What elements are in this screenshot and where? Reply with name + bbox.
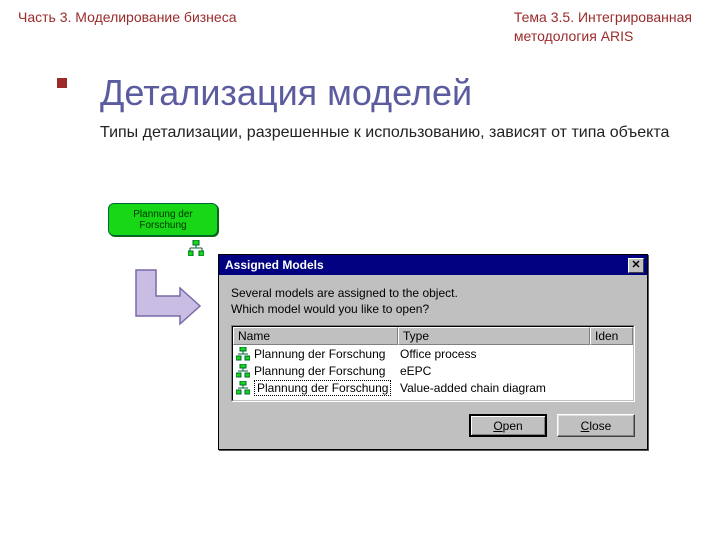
close-button[interactable]: Close [557,414,635,437]
assignment-icon [188,240,204,256]
row-name: Plannung der Forschung [254,364,385,378]
header-part: Часть 3. Моделирование бизнеса [18,8,236,46]
assigned-models-dialog: Assigned Models ✕ Several models are ass… [218,254,648,450]
dialog-message: Several models are assigned to the objec… [231,285,635,317]
dialog-titlebar[interactable]: Assigned Models ✕ [219,255,647,275]
col-iden[interactable]: Iden [590,327,633,345]
close-icon[interactable]: ✕ [628,258,644,273]
header-topic-line1: Тема 3.5. Интегрированная [514,9,692,25]
col-name[interactable]: Name [233,327,398,345]
dialog-message-line1: Several models are assigned to the objec… [231,286,458,300]
dialog-title: Assigned Models [225,258,324,272]
list-header: Name Type Iden [233,327,633,345]
row-name: Plannung der Forschung [254,380,391,396]
aris-function-object: Plannung der Forschung [108,203,218,236]
row-type: Value-added chain diagram [398,381,590,395]
page-subtitle: Типы детализации, разрешенные к использо… [0,124,720,142]
dialog-message-line2: Which model would you like to open? [231,302,429,316]
list-item[interactable]: Plannung der Forschung Value-added chain … [233,379,633,396]
list-item[interactable]: Plannung der Forschung eEPC [233,362,633,379]
open-button[interactable]: Open [469,414,547,437]
header-topic: Тема 3.5. Интегрированная методология AR… [514,8,692,46]
model-icon [236,381,250,395]
model-list[interactable]: Name Type Iden Plannung der Forschung Off… [231,325,635,402]
row-name: Plannung der Forschung [254,347,385,361]
model-icon [236,364,250,378]
page-title: Детализация моделей [0,50,720,124]
arrow-icon [128,262,208,337]
list-item[interactable]: Plannung der Forschung Office process [233,345,633,362]
model-icon [236,347,250,361]
row-type: eEPC [398,364,590,378]
col-type[interactable]: Type [398,327,590,345]
header-topic-line2: методология ARIS [514,28,634,44]
row-type: Office process [398,347,590,361]
title-bullet [57,78,67,88]
